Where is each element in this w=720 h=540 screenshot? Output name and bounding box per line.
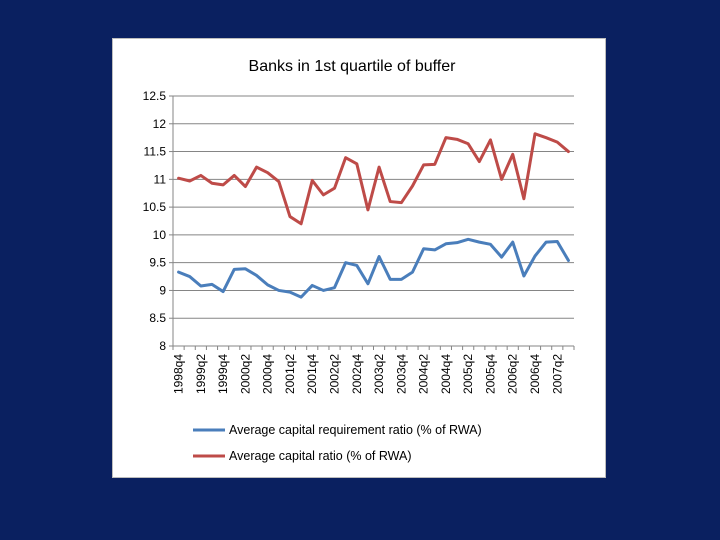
x-tick-label: 2004q2 [417, 354, 431, 394]
x-tick-label: 1999q2 [194, 354, 208, 394]
x-tick-label: 2005q2 [461, 354, 475, 394]
chart-title: Banks in 1st quartile of buffer [249, 58, 457, 75]
x-tick-label: 2001q2 [283, 354, 297, 394]
line-chart: Banks in 1st quartile of buffer 8 8.5 9 9.5… [143, 58, 575, 463]
x-tick-label: 2001q4 [305, 354, 319, 394]
y-tick-label: 12.5 [143, 89, 167, 103]
legend-label-1: Average capital requirement ratio (% of … [229, 423, 482, 437]
y-tick-label: 9 [159, 283, 166, 297]
x-tick-label: 2004q4 [439, 354, 453, 394]
y-tick-label: 8.5 [149, 311, 166, 325]
x-tick-label: 2007q2 [550, 354, 564, 394]
y-tick-label: 9.5 [149, 256, 166, 270]
series-line-1 [177, 237, 570, 299]
x-tick-label: 2002q4 [350, 354, 364, 394]
x-tick-label: 2000q4 [261, 354, 275, 394]
x-tick-label: 2003q4 [394, 354, 408, 394]
y-tick-label: 10 [153, 228, 167, 242]
axes: 8 8.5 9 9.5 10 10.5 11 11.5 12 12.5 1998q4 1999q2 19… [143, 89, 575, 394]
series-lines [177, 132, 570, 299]
y-tick-label: 11 [154, 172, 167, 186]
x-tick-label: 2006q2 [506, 354, 520, 394]
x-tick-label: 2000q2 [238, 354, 252, 394]
x-tick-label: 2002q2 [328, 354, 342, 394]
y-tick-label: 8 [159, 339, 166, 353]
gridlines [173, 95, 574, 347]
y-tick-label: 10.5 [143, 200, 167, 214]
x-tick-label: 1998q4 [172, 354, 186, 394]
series-line-2 [177, 132, 570, 226]
x-tick-label: 2003q2 [372, 354, 386, 394]
x-tick-label: 2005q4 [483, 354, 497, 394]
legend: Average capital requirement ratio (% of … [193, 423, 482, 463]
x-tick-label: 1999q4 [216, 354, 230, 394]
chart-panel: Banks in 1st quartile of buffer 8 8.5 9 9.5… [112, 38, 606, 478]
legend-label-2: Average capital ratio (% of RWA) [229, 449, 411, 463]
x-tick-label: 2006q4 [528, 354, 542, 394]
y-tick-label: 12 [153, 117, 167, 131]
y-tick-label: 11.5 [144, 145, 167, 159]
